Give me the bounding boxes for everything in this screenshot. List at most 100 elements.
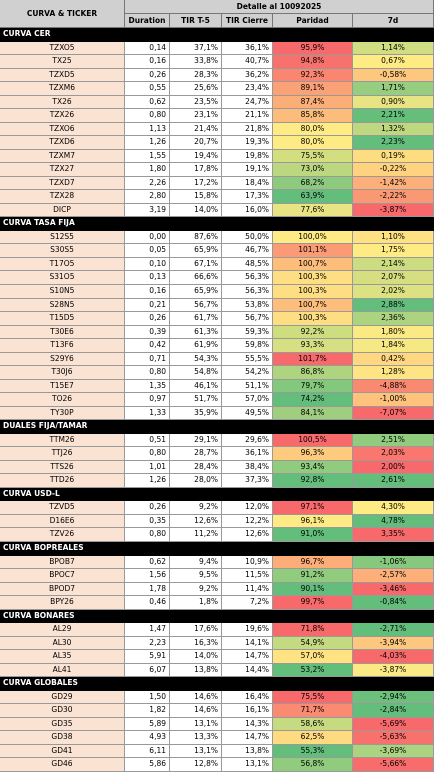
paridad-cell: 100,5% [273, 433, 353, 448]
column-header: TIR Cierre [222, 14, 273, 28]
value-cell: 11,5% [222, 569, 273, 583]
value-cell: 1,13 [125, 122, 170, 137]
ticker: TZVD5 [0, 501, 125, 515]
value-cell: 0,39 [125, 325, 170, 340]
value-cell: 56,7% [170, 298, 222, 313]
paridad-cell: 91,2% [273, 569, 353, 583]
value-cell: 46,7% [222, 244, 273, 258]
value-cell: 5,91 [125, 650, 170, 664]
value-cell: 54,2% [222, 366, 273, 380]
value-cell: 66,6% [170, 271, 222, 285]
ticker: BPOD7 [0, 582, 125, 597]
value-cell: 54,3% [170, 352, 222, 367]
paridad-cell: 84,1% [273, 406, 353, 421]
value-cell: 17,2% [170, 176, 222, 191]
paridad-cell: 86,8% [273, 366, 353, 380]
value-cell: 14,0% [170, 650, 222, 664]
value-cell: 16,4% [222, 690, 273, 705]
value-cell: 1,26 [125, 136, 170, 150]
paridad-cell: 100,7% [273, 257, 353, 272]
value-cell: 0,26 [125, 68, 170, 83]
ticker: T15D5 [0, 312, 125, 326]
ticker: AL30 [0, 636, 125, 651]
value-cell: 1,26 [125, 474, 170, 488]
value-cell: 1,56 [125, 569, 170, 583]
value-cell: 24,7% [222, 95, 273, 110]
change-7d-cell: 2,23% [353, 136, 434, 150]
value-cell: 0,21 [125, 298, 170, 313]
value-cell: 36,1% [222, 41, 273, 56]
value-cell: 15,8% [170, 190, 222, 204]
change-7d-cell: 2,51% [353, 433, 434, 448]
ticker: TZXD6 [0, 136, 125, 150]
value-cell: 0,05 [125, 244, 170, 258]
value-cell: 51,7% [170, 393, 222, 407]
value-cell: 56,7% [222, 312, 273, 326]
value-cell: 18,4% [222, 176, 273, 191]
value-cell: 48,5% [222, 257, 273, 272]
ticker: AL29 [0, 623, 125, 637]
ticker: TTJ26 [0, 447, 125, 461]
paridad-cell: 92,2% [273, 325, 353, 340]
value-cell: 13,1% [170, 744, 222, 759]
paridad-cell: 62,5% [273, 731, 353, 745]
value-cell: 38,4% [222, 460, 273, 475]
value-cell: 28,0% [170, 474, 222, 488]
value-cell: 20,7% [170, 136, 222, 150]
ticker: GD41 [0, 744, 125, 759]
paridad-cell: 91,0% [273, 528, 353, 542]
paridad-cell: 80,0% [273, 136, 353, 150]
paridad-cell: 90,1% [273, 582, 353, 597]
change-7d-cell: 2,14% [353, 257, 434, 272]
value-cell: 9,5% [170, 569, 222, 583]
change-7d-cell: 0,67% [353, 55, 434, 69]
change-7d-cell: -1,00% [353, 393, 434, 407]
value-cell: 19,1% [222, 163, 273, 177]
ticker: S29Y6 [0, 352, 125, 367]
paridad-cell: 85,8% [273, 109, 353, 123]
value-cell: 61,7% [170, 312, 222, 326]
value-cell: 10,9% [222, 555, 273, 570]
value-cell: 13,8% [222, 744, 273, 759]
value-cell: 46,1% [170, 379, 222, 394]
value-cell: 0,62 [125, 555, 170, 570]
value-cell: 25,6% [170, 82, 222, 96]
value-cell: 0,42 [125, 339, 170, 353]
value-cell: 0,13 [125, 271, 170, 285]
value-cell: 16,3% [170, 636, 222, 651]
section-header: CURVA USD-L [0, 487, 434, 502]
value-cell: 59,8% [222, 339, 273, 353]
section-header: CURVA BONARES [0, 609, 434, 624]
value-cell: 14,0% [170, 203, 222, 218]
value-cell: 36,2% [222, 68, 273, 83]
ticker: TZXD7 [0, 176, 125, 191]
ticker: T30E6 [0, 325, 125, 340]
value-cell: 53,8% [222, 298, 273, 313]
ticker: BPOC7 [0, 569, 125, 583]
value-cell: 5,89 [125, 717, 170, 732]
value-cell: 13,1% [222, 758, 273, 772]
ticker: GD29 [0, 690, 125, 705]
value-cell: 0,10 [125, 257, 170, 272]
ticker: TZXO5 [0, 41, 125, 56]
change-7d-cell: -2,57% [353, 569, 434, 583]
change-7d-cell: 1,32% [353, 122, 434, 137]
change-7d-cell: -1,42% [353, 176, 434, 191]
ticker: TTD26 [0, 474, 125, 488]
header-title: Detalle al 10092025 [125, 0, 434, 14]
value-cell: 37,1% [170, 41, 222, 56]
ticker: TX25 [0, 55, 125, 69]
change-7d-cell: -0,22% [353, 163, 434, 177]
value-cell: 40,7% [222, 55, 273, 69]
change-7d-cell: -5,69% [353, 717, 434, 732]
value-cell: 1,8% [170, 596, 222, 610]
value-cell: 9,4% [170, 555, 222, 570]
change-7d-cell: -0,58% [353, 68, 434, 83]
change-7d-cell: 0,90% [353, 95, 434, 110]
change-7d-cell: -2,94% [353, 690, 434, 705]
value-cell: 14,7% [222, 650, 273, 664]
value-cell: 14,3% [222, 717, 273, 732]
value-cell: 0,16 [125, 55, 170, 69]
value-cell: 12,8% [170, 758, 222, 772]
section-header: CURVA BOPREALES [0, 542, 434, 556]
